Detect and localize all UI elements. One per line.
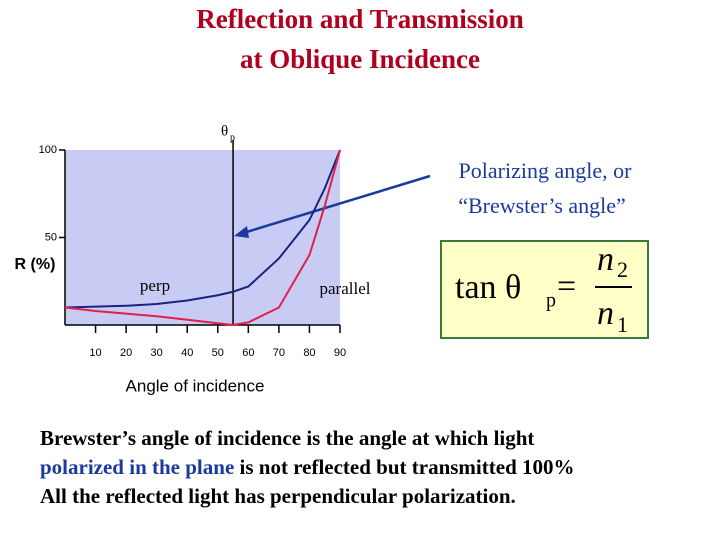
x-tick-label: 50 <box>212 347 224 359</box>
x-tick-label: 90 <box>334 347 346 359</box>
eq-num: n <box>597 241 614 278</box>
x-tick-label: 30 <box>151 347 163 359</box>
eq-den: n <box>597 295 614 332</box>
x-tick-label: 40 <box>181 347 193 359</box>
x-tick-label: 80 <box>303 347 315 359</box>
series-label: perp <box>140 276 170 295</box>
y-tick-label: 100 <box>39 144 57 156</box>
arrow-head <box>234 226 249 238</box>
equation-box <box>440 240 649 339</box>
body-text: Brewster’s angle of incidence is the ang… <box>40 426 575 508</box>
series-label: parallel <box>320 279 371 298</box>
series-line <box>64 149 341 327</box>
marker-label: θ <box>221 123 228 139</box>
plot-area <box>65 150 340 325</box>
eq-den-sub: 1 <box>617 312 628 337</box>
annotation: “Brewster’s angle” <box>458 193 626 218</box>
body-segment: Brewster’s angle of incidence is the ang… <box>40 426 534 450</box>
x-tick-label: 10 <box>89 347 101 359</box>
x-tick-label: 70 <box>273 347 285 359</box>
eq-lhs: tan θ <box>455 269 521 306</box>
title-line: Reflection and Transmission <box>196 4 524 34</box>
equation: tan θ p = n 2 n 1 <box>455 241 632 337</box>
body-segment: All the reflected light has perpendicula… <box>40 484 516 508</box>
eq-sign: = <box>557 268 576 305</box>
eq-lhs-sub: p <box>546 290 556 312</box>
y-axis-label: R (%) <box>15 256 56 273</box>
annotation: Polarizing angle, or <box>459 158 633 183</box>
series-line <box>64 149 341 309</box>
body-segment: is not reflected but transmitted 100% <box>234 455 574 479</box>
x-tick-label: 60 <box>242 347 254 359</box>
marker-sub: p <box>230 132 235 143</box>
y-tick-label: 50 <box>45 231 57 243</box>
eq-num-sub: 2 <box>617 257 628 282</box>
x-axis-label: Angle of incidence <box>126 376 265 395</box>
arrow <box>239 174 431 236</box>
x-tick-label: 20 <box>120 347 132 359</box>
title-line: at Oblique Incidence <box>240 44 480 74</box>
body-segment: polarized in the plane <box>40 455 234 479</box>
